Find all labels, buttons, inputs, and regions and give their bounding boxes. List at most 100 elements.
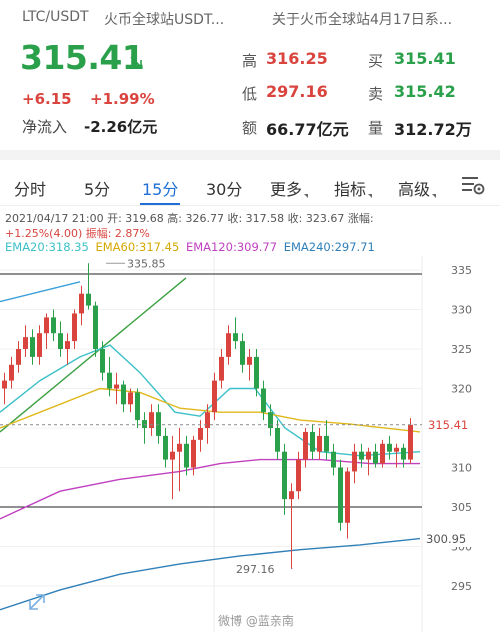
candle-body [114,384,119,389]
candle-body [128,392,133,405]
ema240-price-tag: 300.95 [426,532,466,546]
price-change: +6.15 [22,90,72,108]
y-tick-label: 305 [451,501,472,514]
candle-body [366,451,371,460]
tab-15min[interactable]: 15分 [142,180,179,199]
candle-body [289,491,294,500]
pair-symbol[interactable]: LTC/USDT [22,9,89,25]
net-inflow-label: 净流入 [22,118,68,136]
candle-body [72,313,77,342]
candle-body [191,439,196,468]
candle-body [303,431,308,460]
ema240-line [0,537,421,611]
candle-body [338,467,343,523]
candle-info-line1: 2021/04/17 21:00 开: 319.68 高: 326.77 收: … [5,212,374,225]
candle-body [58,333,63,349]
high-label: 高 [242,52,258,70]
ema60-label: EMA60:317.45 [95,240,180,254]
low-label: 低 [242,85,258,103]
expand-icon[interactable] [28,593,46,611]
candle-body [65,341,70,349]
ema60-line [0,387,421,433]
candle-body [275,428,280,452]
candle-body [23,337,28,349]
candle-body [86,293,91,306]
candle-body [387,443,392,452]
tab-more-label: 更多 [270,180,303,199]
sell-value: 315.42 [394,82,456,101]
exchange-source[interactable]: 火币全球站USDT... [104,12,225,28]
tab-advanced[interactable]: 高级 [398,176,437,200]
candle-body [2,380,7,389]
y-tick-label: 330 [451,304,472,317]
y-tick-label: 320 [451,383,472,396]
interval-tabs: 分时 5分 15分 30分 更多 指标 高级 [0,160,500,206]
tab-timeshare[interactable]: 分时 [14,180,47,199]
current-price-tag-bg [424,415,474,434]
candle-body [254,356,259,389]
candle-info-line2: +1.25%(4.00) 振幅: 2.87% [5,225,150,241]
dropdown-icon [432,194,437,198]
candle-body [352,451,357,472]
candle-body [310,431,315,452]
candle-body [30,337,35,357]
candle-body [198,428,203,440]
tab-30min[interactable]: 30分 [206,180,243,199]
current-price-tag: 315.41 [428,418,468,432]
candle-body [247,356,252,365]
high-annotation: 335.85 [127,257,166,270]
high-value: 316.25 [266,49,328,68]
tab-5min[interactable]: 5分 [84,180,111,199]
low-value: 297.16 [266,82,328,101]
buy-label: 买 [368,52,384,70]
chart-settings-icon[interactable] [460,174,486,196]
candle-body [212,380,217,413]
candle-body [226,333,231,357]
candle-body [380,443,385,464]
candle-body [408,424,413,460]
dropdown-icon [304,194,309,198]
dropdown-icon [368,194,373,198]
candle-body [240,341,245,365]
candle-info-line2-text: +1.25%(4.00) 振幅: 2.87% [5,227,150,240]
candle-body [44,317,49,334]
price-change-pct: +1.99% [90,90,155,108]
active-tab-indicator [140,203,180,205]
y-tick-label: 325 [451,343,472,356]
y-tick-label: 310 [451,462,472,475]
candle-body [177,443,182,452]
volume-value: 312.72万 [394,120,472,139]
sell-label: 卖 [368,85,384,103]
ema-legend: EMA20:318.35 EMA60:317.45 EMA120:309.77 … [5,240,378,254]
candle-body [16,349,21,365]
candle-body [51,317,56,334]
candle-body [268,412,273,428]
tab-indicators[interactable]: 指标 [334,176,373,200]
candle-body [331,451,336,468]
candle-body [373,451,378,464]
volume-label: 量 [368,119,384,137]
candle-body [317,435,322,452]
ema120-label: EMA120:309.77 [185,240,278,254]
arrow-down-right-icon [130,56,142,68]
candle-body [107,372,112,389]
current-price: 315.41 [20,38,145,77]
candle-body [282,451,287,500]
section-divider [0,150,500,160]
candle-body [156,412,161,436]
y-tick-label: 295 [451,580,472,593]
news-ticker[interactable]: 关于火币全球站4月17日系... [272,12,453,28]
buy-value: 315.41 [394,49,456,68]
candle-body [219,356,224,381]
candle-body [184,443,189,468]
candle-body [79,293,84,314]
candlestick-chart[interactable]: 335330325320315310305300295335.85297.163… [0,256,500,632]
candle-body [9,364,14,381]
candle-body [121,384,126,405]
ema20-label: EMA20:318.35 [5,240,89,254]
top-bar: LTC/USDT 火币全球站USDT... 关于火币全球站4月17日系... [0,0,500,34]
tab-more[interactable]: 更多 [270,176,309,200]
candle-body [296,459,301,492]
candle-body [261,388,266,413]
trend-line [0,281,81,303]
